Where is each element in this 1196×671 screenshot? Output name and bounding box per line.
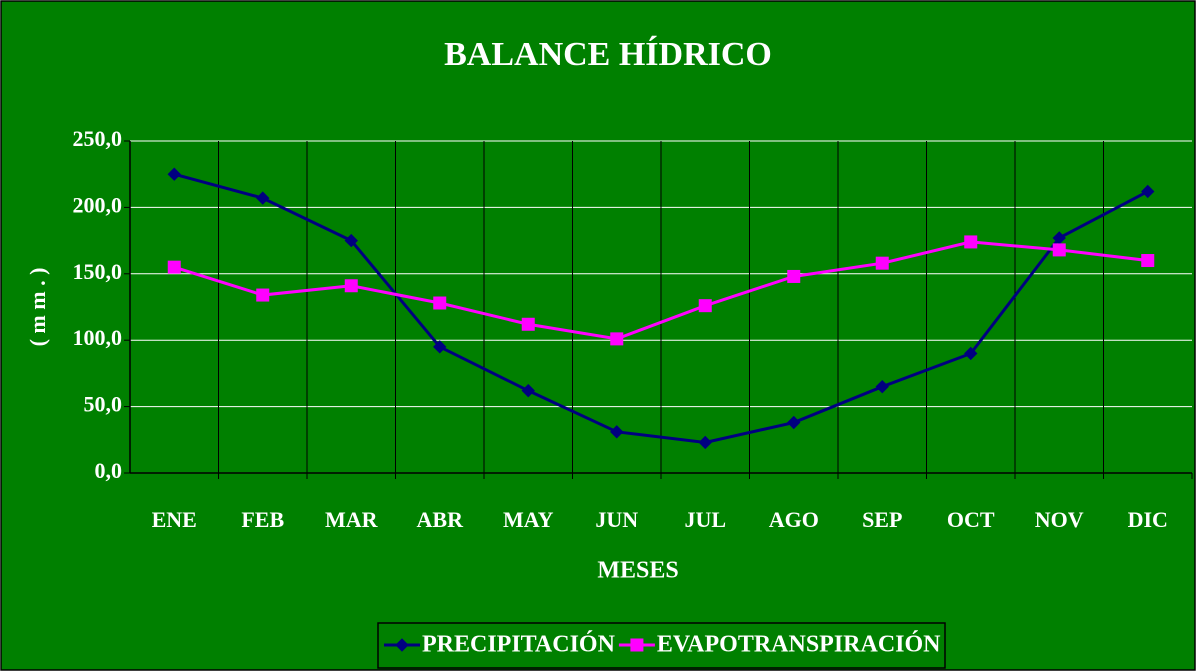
legend-marker	[630, 638, 644, 652]
y-tick-label: 50,0	[84, 392, 123, 417]
data-point	[610, 332, 624, 346]
x-tick-label: FEB	[241, 507, 284, 532]
x-tick-label: JUL	[684, 507, 726, 532]
data-point	[787, 415, 801, 430]
x-tick-label: SEP	[862, 507, 902, 532]
legend-box	[377, 622, 946, 669]
data-point	[256, 288, 270, 302]
data-point	[698, 299, 712, 313]
data-point	[344, 233, 358, 248]
legend-marker	[395, 638, 409, 652]
x-tick-label: MAY	[503, 507, 554, 532]
data-point	[344, 279, 358, 293]
data-point	[1052, 243, 1066, 257]
y-tick-label: 150,0	[73, 259, 123, 284]
x-tick-label: JUN	[595, 507, 638, 532]
x-tick-label: OCT	[947, 507, 995, 532]
data-point	[256, 191, 270, 205]
x-tick-label: MAR	[325, 507, 379, 532]
series-line	[173, 240, 1148, 341]
data-point	[964, 346, 978, 361]
data-point	[167, 260, 181, 274]
legend-label: EVAPOTRANSPIRACIÓN	[657, 631, 941, 658]
x-tick-label: ENE	[152, 507, 197, 532]
data-point	[1141, 254, 1155, 268]
legend-label: PRECIPITACIÓN	[422, 631, 616, 658]
y-axis-label: ( m m . )	[25, 268, 50, 347]
y-tick-label: 250,0	[73, 126, 123, 151]
y-tick-label: 100,0	[73, 325, 123, 350]
series-line	[173, 172, 1149, 444]
data-point	[787, 269, 801, 283]
chart-title: BALANCE HÍDRICO	[444, 36, 772, 73]
data-point	[964, 235, 978, 249]
data-point	[875, 256, 889, 270]
data-point	[610, 425, 624, 439]
data-point	[875, 379, 889, 394]
data-point	[1141, 184, 1155, 199]
x-tick-label: DIC	[1128, 507, 1168, 532]
data-point	[433, 340, 447, 354]
x-axis-label: MESES	[597, 558, 678, 584]
y-tick-label: 0,0	[95, 458, 123, 483]
x-tick-label: ABR	[417, 507, 465, 532]
x-tick-label: AGO	[769, 507, 819, 532]
data-point	[521, 383, 535, 398]
data-point	[167, 167, 181, 181]
data-point	[433, 296, 447, 310]
y-tick-label: 200,0	[73, 192, 123, 217]
data-point	[521, 317, 535, 331]
x-tick-label: NOV	[1035, 507, 1084, 532]
data-point	[698, 435, 712, 450]
